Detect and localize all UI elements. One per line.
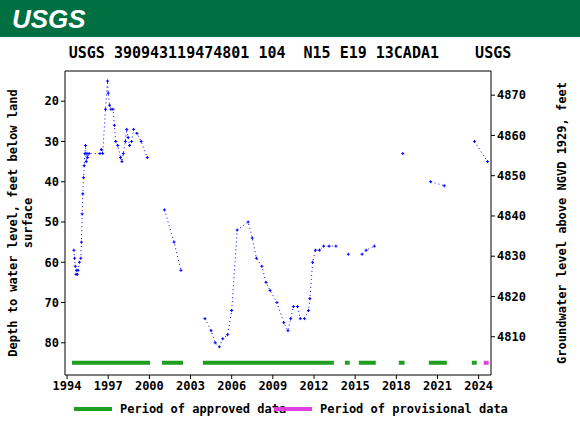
svg-text:Period of approved data: Period of approved data [120, 402, 286, 416]
svg-text:2018: 2018 [382, 379, 411, 393]
svg-text:2009: 2009 [258, 379, 287, 393]
svg-text:2006: 2006 [217, 379, 246, 393]
svg-text:20: 20 [45, 94, 59, 108]
svg-text:Depth to water level, feet bel: Depth to water level, feet below land [8, 89, 20, 356]
svg-text:4830: 4830 [497, 249, 526, 263]
svg-text:2000: 2000 [135, 379, 164, 393]
svg-text:2024: 2024 [464, 379, 493, 393]
svg-text:USGS 390943119474801 104 N15: USGS 390943119474801 104 N15 E19 13CADA1… [69, 44, 512, 62]
svg-text:40: 40 [45, 175, 59, 189]
svg-text:50: 50 [45, 215, 59, 229]
svg-text:4840: 4840 [497, 209, 526, 223]
svg-text:80: 80 [45, 336, 59, 350]
svg-text:4820: 4820 [497, 290, 526, 304]
svg-text:2003: 2003 [176, 379, 205, 393]
html-text:USGS: USGS [12, 4, 86, 34]
svg-text:2021: 2021 [423, 379, 452, 393]
svg-text:4860: 4860 [497, 129, 526, 143]
svg-text:4870: 4870 [497, 88, 526, 102]
svg-text:Period of provisional data: Period of provisional data [320, 402, 508, 416]
svg-text:4810: 4810 [497, 330, 526, 344]
svg-text:30: 30 [45, 135, 59, 149]
svg-text:2012: 2012 [300, 379, 329, 393]
svg-text:4850: 4850 [497, 169, 526, 183]
svg-text:60: 60 [45, 256, 59, 270]
svg-text:Groundwater level above NGVD 1: Groundwater level above NGVD 1929, feet [555, 82, 569, 364]
svg-text:surface: surface [21, 198, 35, 249]
svg-text:1997: 1997 [94, 379, 123, 393]
svg-text:70: 70 [45, 296, 59, 310]
svg-text:2015: 2015 [341, 379, 370, 393]
svg-text:1994: 1994 [53, 379, 82, 393]
